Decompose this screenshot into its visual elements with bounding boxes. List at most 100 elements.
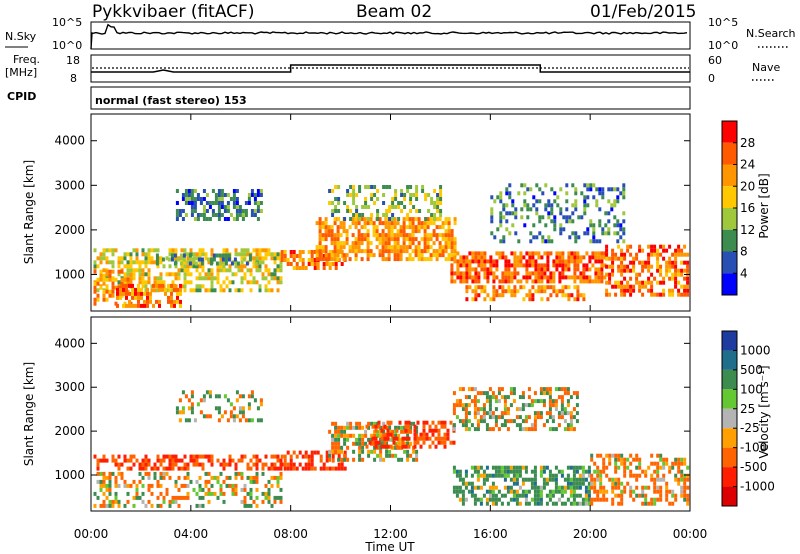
heatmap-cell (131, 295, 134, 300)
heatmap-cell (435, 253, 439, 258)
heatmap-cell (192, 458, 196, 463)
heatmap-cell (417, 257, 421, 262)
heatmap-cell (253, 201, 257, 205)
heatmap-cell (189, 248, 193, 253)
heatmap-cell (495, 293, 499, 298)
heatmap-cell (249, 272, 253, 277)
heatmap-cell (665, 248, 669, 253)
heatmap-cell (659, 493, 663, 498)
heatmap-cell (168, 475, 172, 480)
heatmap-cell (183, 483, 187, 488)
heatmap-cell (686, 501, 690, 506)
heatmap-cell (383, 436, 387, 441)
heatmap-cell (569, 477, 573, 482)
heatmap-cell (485, 427, 489, 432)
heatmap-cell (379, 433, 383, 438)
heatmap-cell (540, 271, 544, 276)
heatmap-cell (650, 288, 654, 293)
heatmap-cell (546, 255, 550, 260)
heatmap-cell (597, 251, 601, 256)
heatmap-cell (114, 277, 118, 282)
heatmap-cell (602, 461, 606, 466)
heatmap-cell (385, 453, 389, 458)
heatmap-cell (334, 266, 338, 270)
heatmap-cell (370, 193, 374, 197)
heatmap-cell (509, 419, 513, 424)
heatmap-cell (602, 469, 606, 474)
heatmap-cell (452, 465, 456, 470)
heatmap-cell (480, 255, 484, 260)
heatmap-cell (170, 283, 173, 288)
heatmap-cell (579, 293, 583, 298)
heatmap-cell (653, 469, 657, 474)
heatmap-cell (399, 257, 403, 262)
heatmap-cell (622, 187, 626, 192)
heatmap-cell (491, 427, 495, 432)
heatmap-cell (234, 466, 238, 471)
heatmap-cell (333, 241, 337, 246)
heatmap-cell (541, 239, 545, 244)
heatmap-cell (156, 479, 160, 484)
heatmap-cell (453, 255, 457, 260)
heatmap-cell (137, 291, 140, 296)
heatmap-cell (222, 260, 226, 265)
heatmap-cell (307, 454, 311, 459)
heatmap-cell (354, 237, 358, 242)
heatmap-cell (488, 427, 492, 432)
heatmap-cell (413, 440, 417, 445)
heatmap-cell (429, 217, 433, 222)
heatmap-cell (555, 251, 559, 256)
heatmap-cell (243, 248, 247, 253)
heatmap-cell (180, 268, 184, 273)
heatmap-cell (638, 272, 642, 277)
heatmap-cell (313, 466, 317, 471)
heatmap-cell (656, 248, 660, 253)
heatmap-cell (535, 207, 539, 212)
heatmap-cell (370, 449, 374, 454)
heatmap-cell (324, 221, 328, 226)
heatmap-cell (159, 491, 163, 496)
heatmap-cell (375, 233, 379, 238)
heatmap-cell (114, 301, 118, 306)
heatmap-cell (671, 292, 675, 297)
heatmap-cell (560, 395, 564, 400)
heatmap-cell (147, 252, 151, 257)
heatmap-cell (650, 272, 654, 277)
heatmap-cell (267, 248, 271, 253)
heatmap-cell (286, 462, 290, 467)
heatmap-cell (267, 252, 271, 257)
heatmap-cell (617, 457, 621, 462)
heatmap-cell (256, 406, 260, 411)
heatmap-cell (415, 197, 419, 201)
heatmap-cell (641, 292, 645, 297)
heatmap-cell (354, 221, 358, 226)
heatmap-cell (99, 256, 103, 261)
heatmap-cell (542, 391, 546, 396)
heatmap-cell (334, 441, 338, 446)
heatmap-cell (422, 420, 426, 425)
heatmap-cell (656, 461, 660, 466)
heatmap-cell (629, 276, 633, 281)
heatmap-cell (369, 217, 373, 222)
heatmap-cell (426, 233, 430, 238)
heatmap-cell (244, 209, 248, 213)
heatmap-cell (479, 419, 483, 424)
heatmap-cell (189, 280, 193, 285)
heatmap-cell (273, 260, 277, 265)
heatmap-cell (505, 203, 509, 208)
heatmap-cell (367, 449, 371, 454)
heatmap-cell (343, 429, 347, 434)
heatmap-cell (503, 395, 507, 400)
heatmap-cell (190, 410, 194, 415)
heatmap-cell (213, 475, 217, 480)
heatmap-cell (264, 454, 268, 459)
heatmap-cell (237, 458, 241, 463)
heatmap-cell (521, 419, 525, 424)
heatmap-cell (108, 277, 112, 282)
heatmap-cell (219, 462, 223, 467)
heatmap-cell (563, 407, 567, 412)
heatmap-cell (301, 466, 305, 471)
heatmap-cell (617, 481, 621, 486)
heatmap-cell (246, 462, 250, 467)
heatmap-cell (584, 485, 588, 490)
